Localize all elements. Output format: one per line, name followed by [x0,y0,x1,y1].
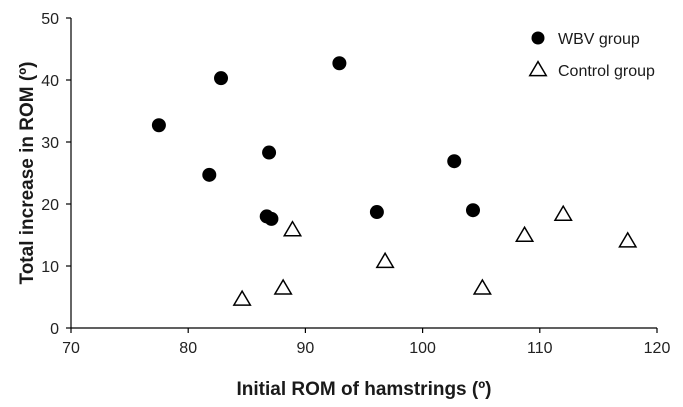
x-tick-label: 120 [644,340,671,357]
wbv-point [369,205,384,220]
y-axis-ticks: 0 10 20 30 40 50 [41,11,71,338]
wbv-point [332,56,347,71]
wbv-point [465,203,480,218]
x-axis-title: Initial ROM of hamstrings (º) [237,379,492,400]
legend-wbv-marker [531,31,545,45]
y-tick-label: 20 [41,197,59,214]
legend-wbv-label: WBV group [558,31,640,48]
wbv-point [262,145,277,160]
data-points [151,56,638,306]
x-tick-label: 100 [409,340,436,357]
x-tick-label: 90 [297,340,315,357]
control-point [375,251,395,269]
axes [70,18,657,329]
y-tick-label: 0 [50,321,59,338]
wbv-point [214,71,229,86]
control-point [618,231,638,248]
control-point [553,204,573,221]
y-tick-label: 10 [41,259,59,276]
control-point [282,220,303,237]
y-tick-label: 40 [41,73,59,90]
control-point [273,278,293,295]
legend: WBV group Control group [528,31,655,80]
legend-control-marker [528,60,548,77]
x-tick-label: 110 [527,340,553,357]
y-axis-title: Total increase in ROM (º) [17,61,38,284]
wbv-point [151,118,166,133]
wbv-point [264,211,279,226]
wbv-point [447,154,462,169]
x-tick-label: 70 [62,340,80,357]
control-point [515,225,535,243]
wbv-point [202,167,217,182]
control-point [472,278,492,295]
legend-control-label: Control group [558,63,655,80]
control-point [232,289,252,306]
y-tick-label: 50 [41,11,59,28]
x-tick-label: 80 [179,340,197,357]
x-axis-ticks: 70 80 90 100 110 120 [62,328,670,357]
y-tick-label: 30 [41,135,59,152]
